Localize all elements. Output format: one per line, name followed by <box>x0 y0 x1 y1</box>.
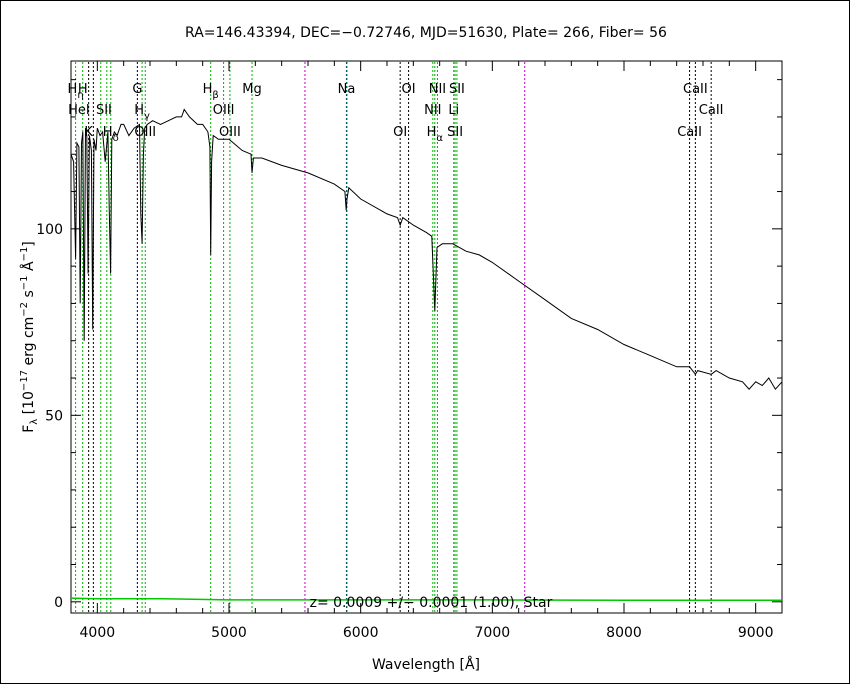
x-axis: 4000 5000 6000 7000 8000 9000 <box>70 61 783 641</box>
line-label-24: CaII <box>677 125 702 140</box>
line-label-6: G <box>132 82 142 97</box>
y-axis: 0 50 100 <box>36 79 782 611</box>
line-label-8: OIII <box>134 125 156 140</box>
line-label-18: NII <box>424 103 441 118</box>
line-label-23: CaII <box>699 103 724 118</box>
line-label-17: SII <box>449 82 465 97</box>
x-tick-label: 7000 <box>475 625 511 641</box>
x-tick-label: 4000 <box>80 625 116 641</box>
line-label-5: Hδ <box>103 125 119 144</box>
line-label-10: OIII <box>213 103 235 118</box>
x-tick-label: 5000 <box>211 625 247 641</box>
line-label-19: Li <box>448 103 459 118</box>
line-label-3: SII <box>96 103 112 118</box>
chart-title: RA=146.43394, DEC=−0.72746, MJD=51630, P… <box>185 25 667 41</box>
line-label-15: OI <box>393 125 407 140</box>
line-label-20: Hα <box>427 125 444 144</box>
line-label-11: OIII <box>219 125 241 140</box>
x-tick-label: 8000 <box>606 625 642 641</box>
redshift-annotation: z= 0.0009 +/− 0.0001 (1.00), Star <box>310 595 553 611</box>
x-tick-label: 9000 <box>738 625 774 641</box>
series-layer <box>70 108 783 602</box>
plot-area <box>70 60 783 614</box>
line-label-9: Hβ <box>203 82 219 101</box>
y-tick-label: 100 <box>36 222 63 238</box>
y-axis-label: Fλ [10−17 erg cm−2 s−1 Å−1] <box>19 241 40 433</box>
y-tick-label: 50 <box>45 408 63 424</box>
reference-lines <box>75 62 712 612</box>
line-label-7: Hγ <box>134 103 150 122</box>
line-label-14: OI <box>402 82 416 97</box>
spectrum-flux-line <box>70 108 783 391</box>
x-tick-label: 6000 <box>343 625 379 641</box>
x-axis-label: Wavelength [Å] <box>372 656 480 673</box>
line-label-4: K <box>84 125 93 140</box>
line-label-13: Na <box>338 82 356 97</box>
line-label-22: CaII <box>683 82 708 97</box>
line-label-16: NII <box>429 82 446 97</box>
line-label-12: Mg <box>242 82 261 97</box>
model-line <box>70 597 782 602</box>
line-label-0: Hη <box>68 82 84 101</box>
line-label-1: H <box>78 82 88 97</box>
y-tick-label: 0 <box>54 595 63 611</box>
line-label-2: HeI <box>68 103 90 118</box>
line-label-21: SII <box>447 125 463 140</box>
